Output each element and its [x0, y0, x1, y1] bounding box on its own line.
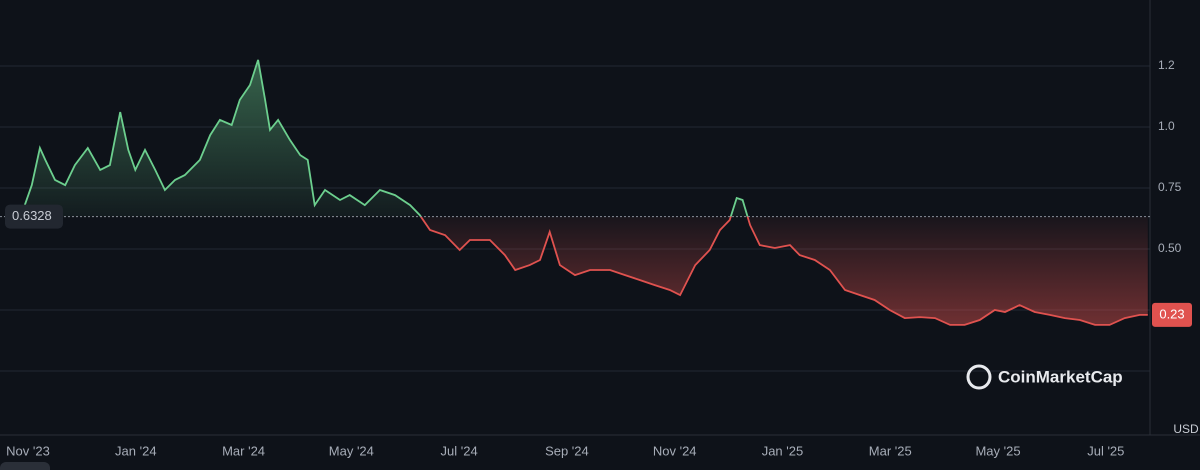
x-tick-label: Mar '25	[869, 443, 912, 458]
x-tick-label: Jan '24	[115, 443, 157, 458]
x-tick-label: Jul '25	[1087, 443, 1124, 458]
baseline-label: 0.6328	[12, 208, 52, 223]
last-price-badge	[1152, 302, 1192, 327]
y-tick-label: 0.75	[1158, 180, 1182, 194]
x-tick-label: Jan '25	[762, 443, 804, 458]
baseline-badge	[5, 204, 63, 229]
y-tick-label: 1.2	[1158, 58, 1175, 72]
x-tick-label: Nov '23	[6, 443, 50, 458]
price-line	[23, 59, 1148, 326]
last-price-label: 0.23	[1159, 306, 1184, 321]
currency-label: USD	[1173, 422, 1199, 436]
x-tick-label: May '25	[975, 443, 1020, 458]
x-tick-label: May '24	[329, 443, 374, 458]
price-area	[24, 59, 1148, 325]
brand-logo: CoinMarketCap	[966, 364, 1123, 390]
y-tick-label: 1.0	[1158, 119, 1175, 133]
logo-icon	[966, 364, 992, 390]
x-tick-label: Jul '24	[441, 443, 478, 458]
brand-name: CoinMarketCap	[998, 367, 1123, 386]
x-tick-label: Sep '24	[545, 443, 589, 458]
scroll-handle	[0, 462, 50, 470]
x-tick-label: Nov '24	[653, 443, 697, 458]
y-tick-label: 0.50	[1158, 241, 1182, 255]
x-tick-label: Mar '24	[222, 443, 265, 458]
